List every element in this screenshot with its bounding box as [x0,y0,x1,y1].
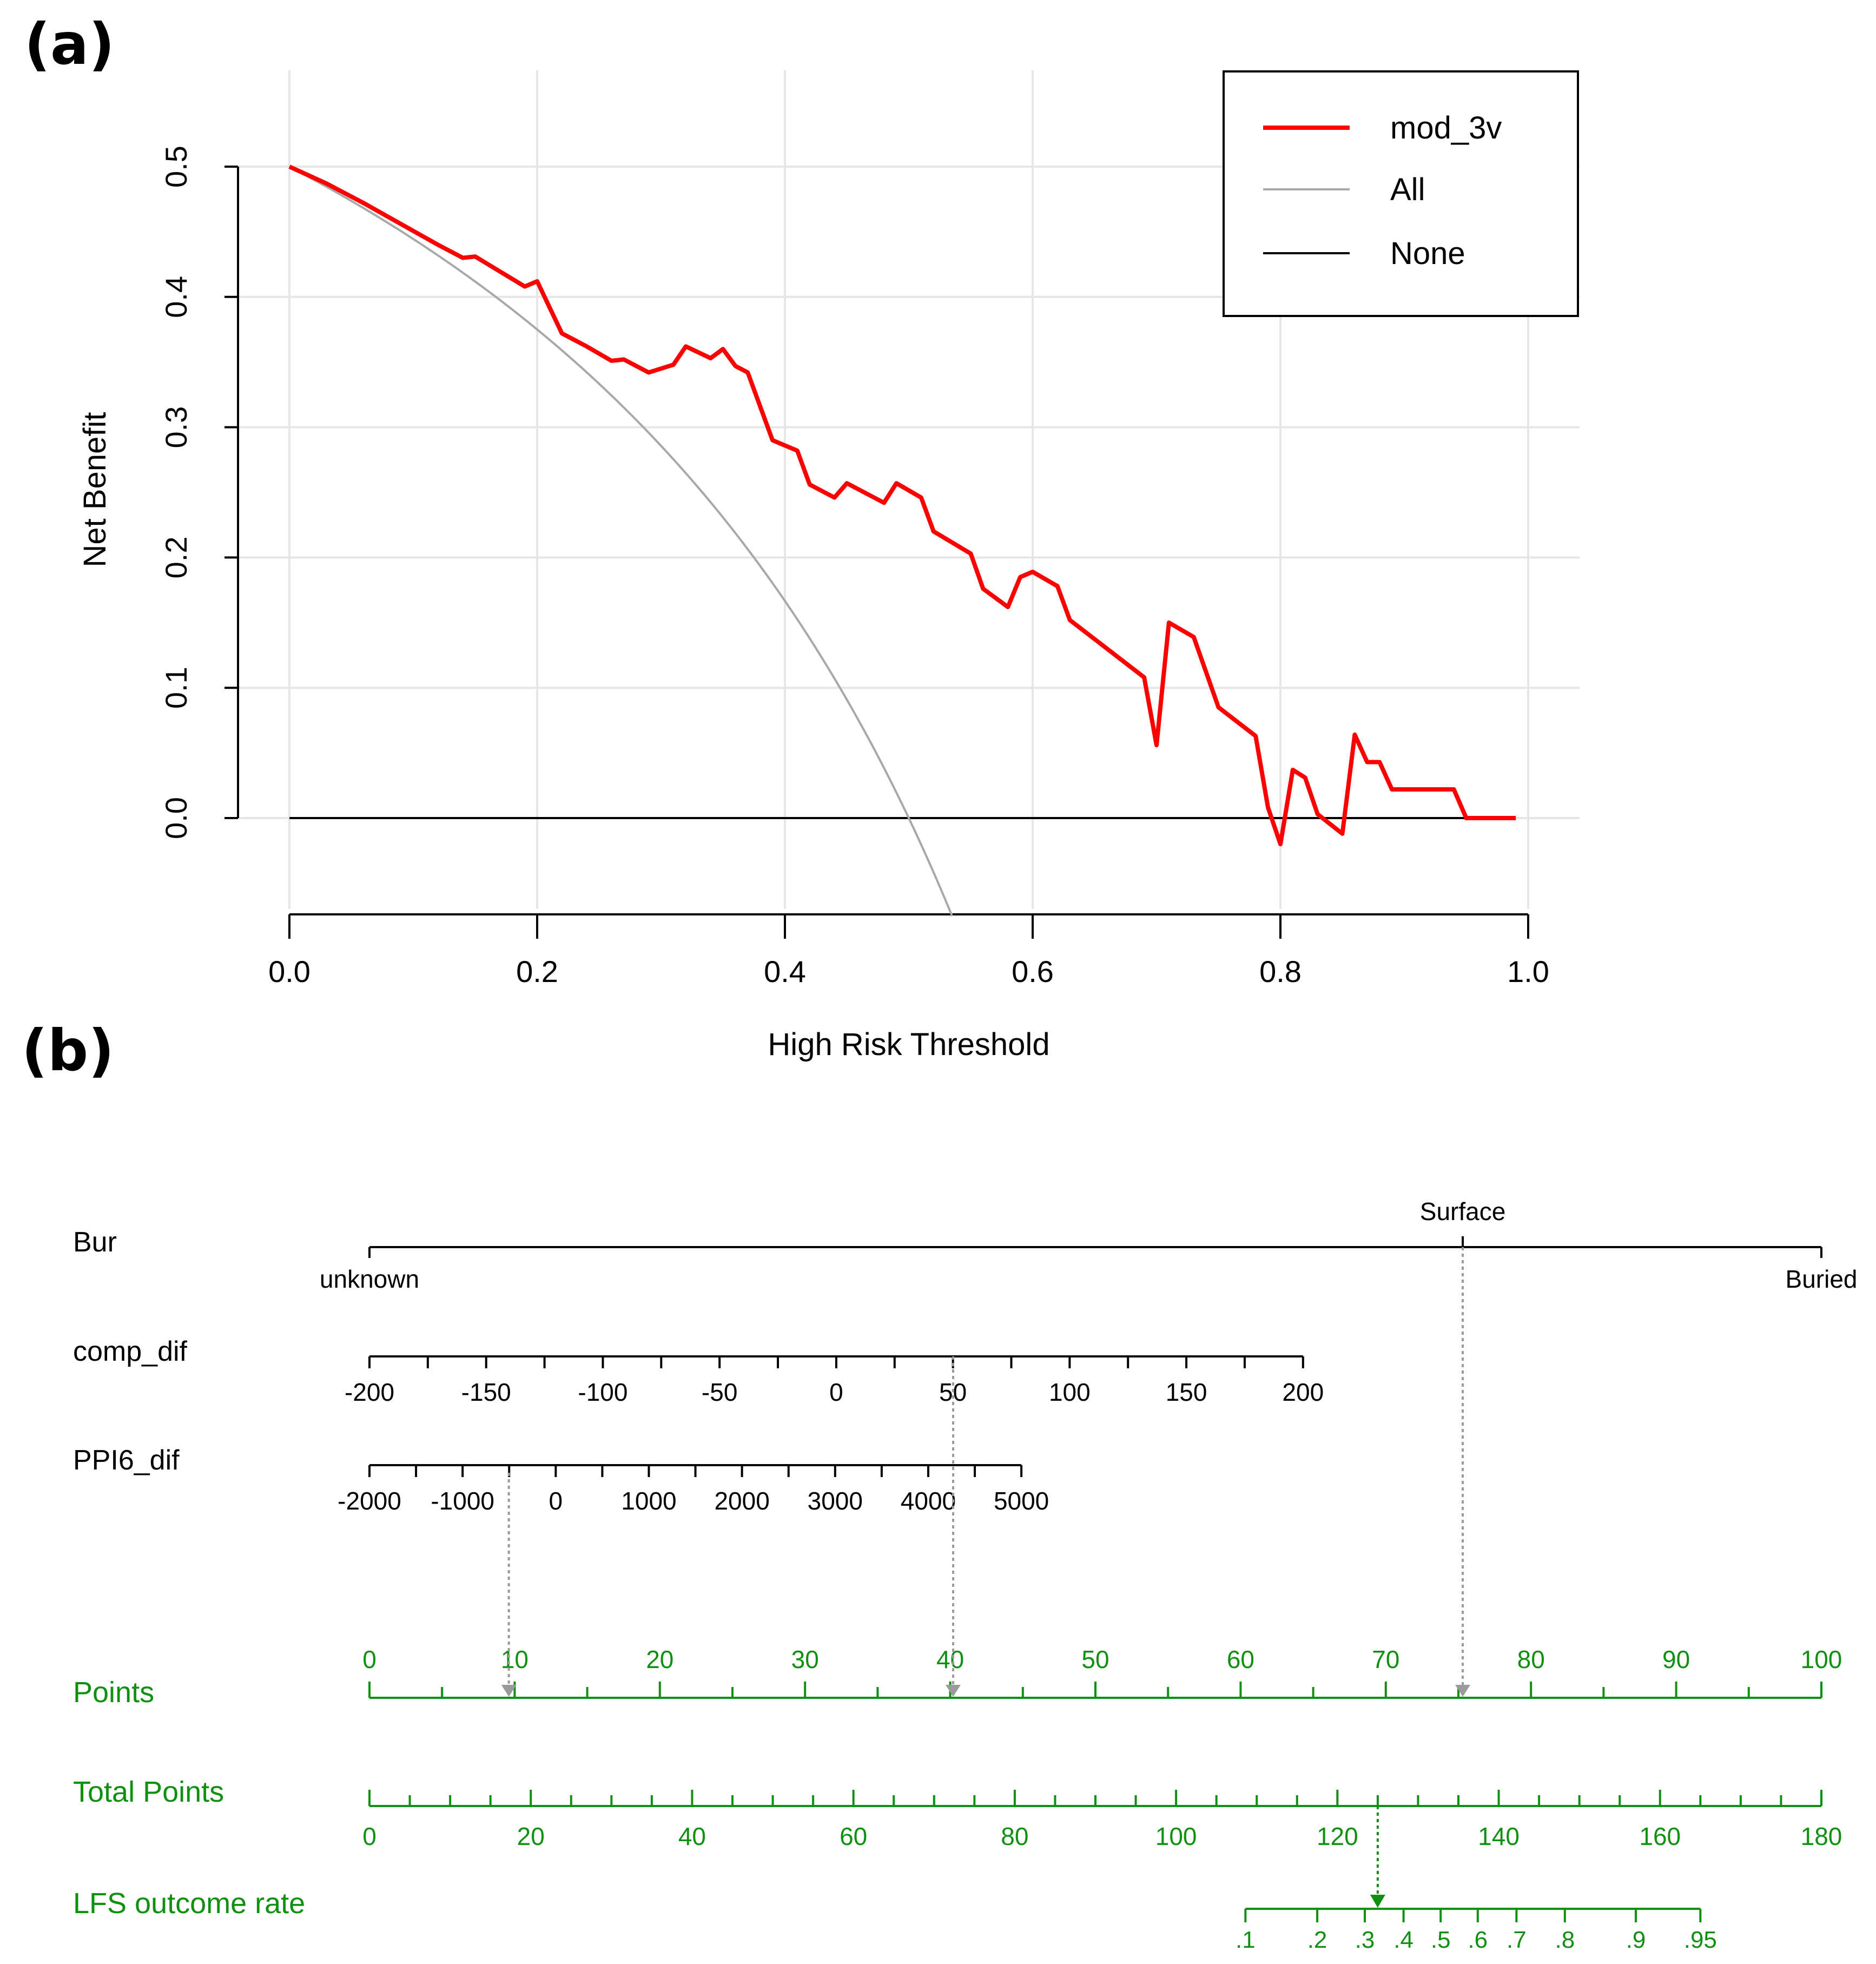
points-axis-name: Points [73,1676,154,1709]
decision-curve-plot: 0.0 0.1 0.2 0.3 0.4 0.5 Net Benefit 0.0 0.2 0.4 0.… [77,70,1580,1062]
outcome-axis-tick-label: .7 [1507,1927,1527,1953]
series-mod3v-line [288,164,1516,847]
scale-tick-label: 0 [549,1487,563,1515]
bur-level-label: Buried [1786,1265,1858,1293]
scale-tick-label: -200 [345,1378,394,1406]
outcome-axis-tick-label: .3 [1355,1927,1375,1953]
panel-a-label: (a) [24,11,115,77]
nomogram: Bur Surface unknown Buried comp_dif -200 -150 -… [73,1197,1857,1953]
total-points-tick-label: 120 [1317,1822,1358,1850]
points-axis-tick-label: 60 [1227,1645,1254,1673]
scale-tick-label: 5000 [994,1487,1049,1515]
total-points-tick-label: 60 [840,1822,867,1850]
scale-tick-label: -150 [461,1378,511,1406]
outcome-axis-tick-label: .9 [1626,1927,1646,1953]
outcome-axis-tick-label: .8 [1555,1927,1575,1953]
points-axis-tick-label: 50 [1081,1645,1109,1673]
outcome-axis-tick-label: .1 [1236,1927,1256,1953]
legend-label: All [1390,172,1425,207]
projection-arrow [945,1685,961,1697]
points-axis-tick-label: 10 [501,1645,529,1673]
legend: mod_3v All None [1223,70,1579,317]
points-axis-tick-label: 90 [1662,1645,1690,1673]
scale-name: comp_dif [73,1336,188,1367]
points-axis-tick-label: 80 [1517,1645,1545,1673]
projection-arrow [501,1685,517,1697]
outcome-axis-tick-label: .2 [1307,1927,1327,1953]
bur-level-label: unknown [320,1265,419,1293]
points-axis-tick-label: 100 [1801,1645,1842,1673]
y-tick-label: 0.5 [159,146,193,188]
total-points-tick-label: 160 [1639,1822,1681,1850]
legend-label: None [1390,236,1465,271]
scale-tick-label: -1000 [431,1487,494,1515]
x-tick-label: 0.4 [764,954,806,988]
y-axis-title: Net Benefit [77,412,113,568]
legend-label: mod_3v [1390,110,1502,146]
points-axis-tick-label: 70 [1372,1645,1399,1673]
x-tick-label: 1.0 [1507,954,1549,988]
projection-arrow [1455,1685,1471,1697]
scale-tick-label: 1000 [621,1487,676,1515]
legend-box [1223,70,1579,317]
x-tick-label: 0.6 [1012,954,1054,988]
y-tick-label: 0.0 [159,797,193,839]
points-axis-tick-label: 0 [362,1645,376,1673]
x-tick-label: 0.0 [268,954,311,988]
points-axis-tick-label: 40 [936,1645,964,1673]
scale-name: PPI6_dif [73,1445,180,1476]
outcome-axis-tick-label: .5 [1431,1927,1451,1953]
y-tick-label: 0.4 [159,276,193,318]
bur-level-label: Surface [1420,1197,1506,1225]
scale-tick-label: 2000 [714,1487,769,1515]
total-points-tick-label: 140 [1478,1822,1520,1850]
scale-tick-label: 150 [1166,1378,1207,1406]
outcome-axis-name: LFS outcome rate [73,1887,305,1920]
scale-tick-label: 0 [829,1378,843,1406]
points-axis-tick-label: 30 [791,1645,819,1673]
y-tick-label: 0.3 [159,406,193,449]
outcome-axis-tick-label: .4 [1393,1927,1413,1953]
y-tick-label: 0.2 [159,536,193,578]
panel-b-label: (b) [22,1018,114,1084]
total-points-axis-name: Total Points [73,1776,224,1808]
scale-tick-label: 200 [1282,1378,1324,1406]
total-points-tick-label: 0 [362,1822,376,1850]
scale-name-bur: Bur [73,1227,117,1258]
x-tick-label: 0.2 [516,954,558,988]
outcome-axis-tick-label: .95 [1684,1927,1717,1953]
x-axis-title: High Risk Threshold [768,1027,1049,1062]
scale-tick-label: 4000 [901,1487,956,1515]
total-points-tick-label: 40 [678,1822,706,1850]
x-tick-label: 0.8 [1259,954,1302,988]
scale-tick-label: 3000 [808,1487,863,1515]
total-projection-arrow [1370,1895,1385,1908]
total-points-tick-label: 80 [1001,1822,1028,1850]
series-all-line [289,166,953,917]
total-points-tick-label: 20 [517,1822,545,1850]
total-points-tick-label: 180 [1801,1822,1842,1850]
scale-tick-label: -2000 [338,1487,401,1515]
y-tick-label: 0.1 [159,667,193,709]
scale-tick-label: -50 [702,1378,737,1406]
total-points-tick-label: 100 [1155,1822,1197,1850]
outcome-axis-tick-label: .6 [1468,1927,1488,1953]
points-axis-tick-label: 20 [646,1645,673,1673]
scale-tick-label: 100 [1049,1378,1091,1406]
scale-tick-label: -100 [578,1378,627,1406]
